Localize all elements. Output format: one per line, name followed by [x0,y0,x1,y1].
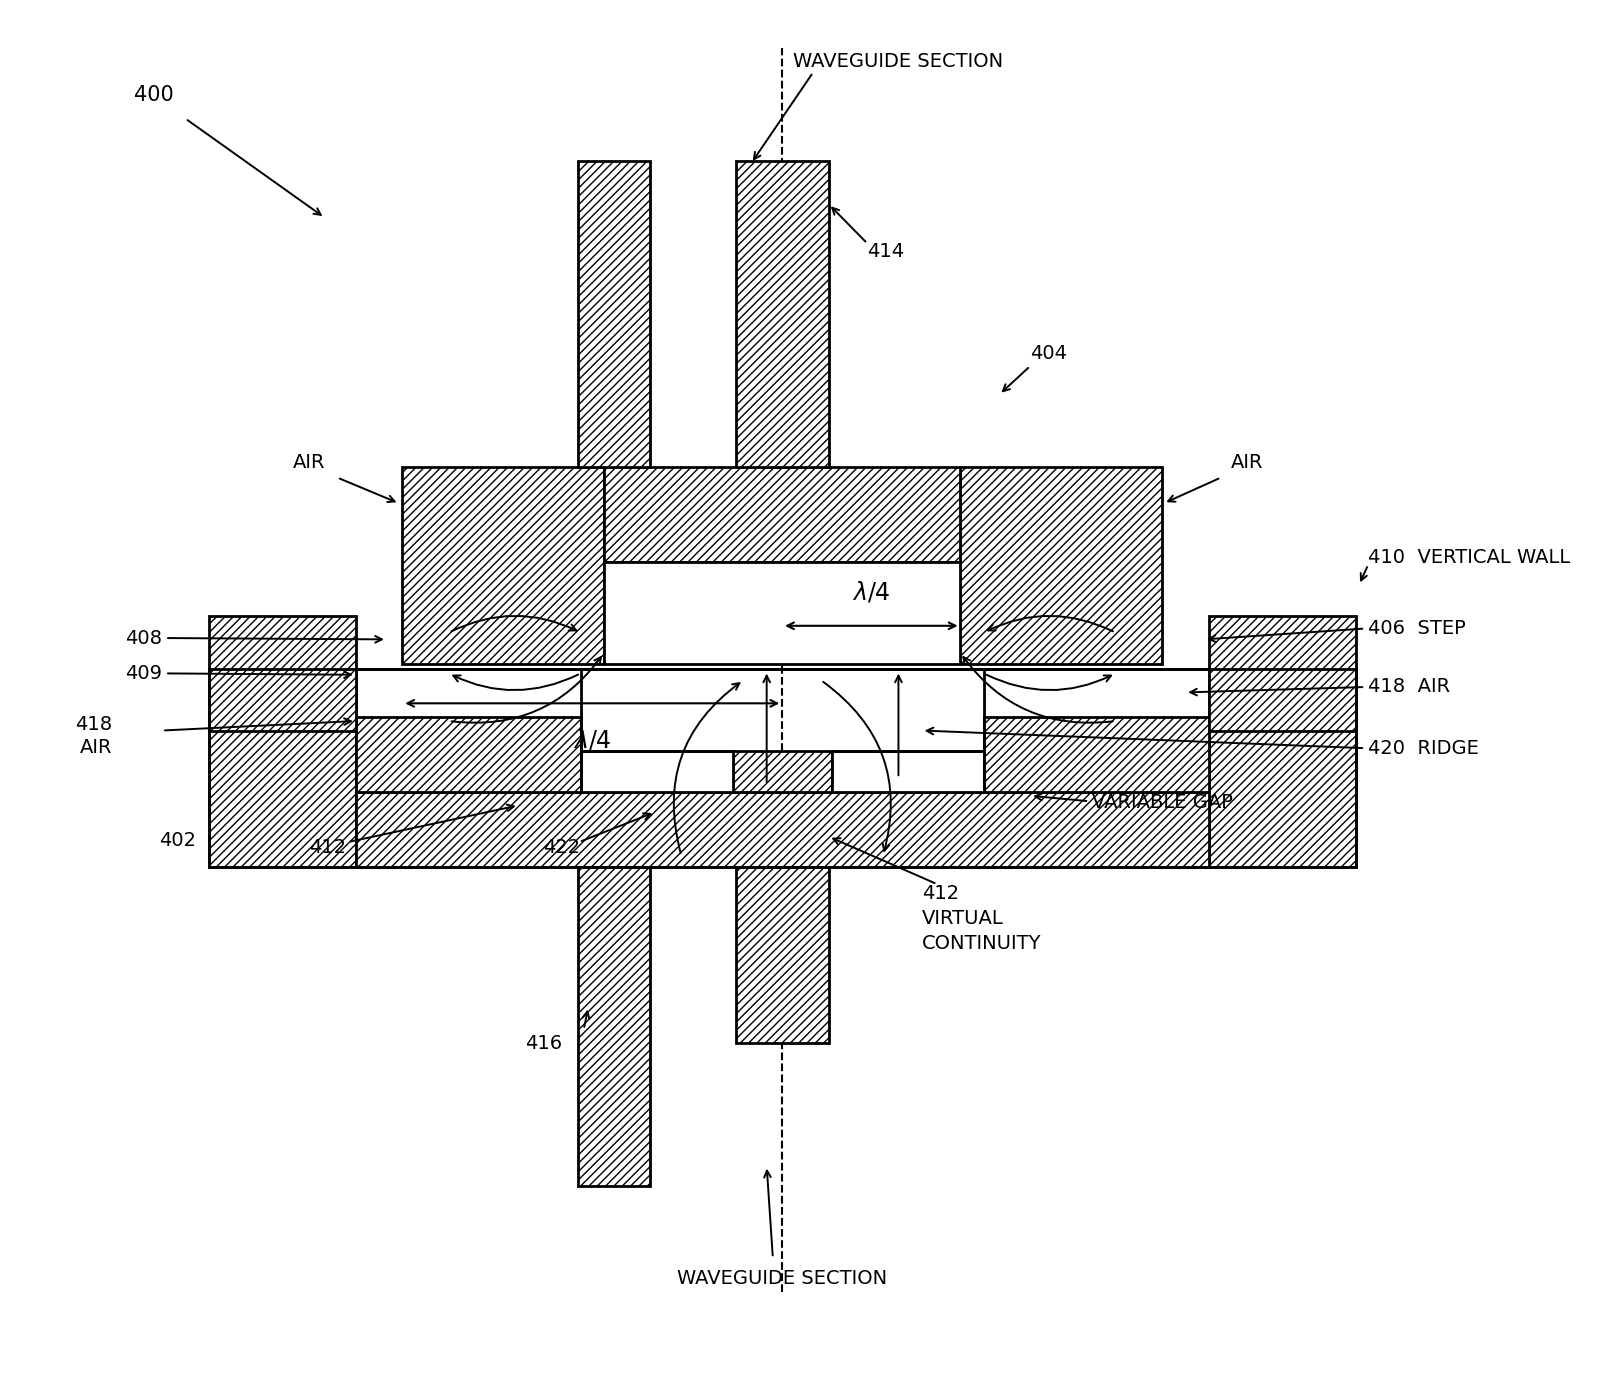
Bar [1209,616,1356,731]
Bar [736,867,828,1043]
Bar [355,791,1209,867]
Text: AIR: AIR [1231,453,1264,473]
Text: $\lambda/4$: $\lambda/4$ [852,578,891,605]
Text: 412: 412 [310,838,347,857]
Text: 414: 414 [867,242,904,261]
Bar [402,467,604,664]
Bar [736,161,828,467]
Text: 412
VIRTUAL
CONTINUITY: 412 VIRTUAL CONTINUITY [922,883,1041,952]
Text: VARIABLE GAP: VARIABLE GAP [1093,793,1233,812]
Bar [604,562,960,664]
Bar [208,669,355,867]
Bar [355,717,581,791]
Text: 404: 404 [1030,345,1067,363]
Bar [1209,669,1356,867]
Text: 418
AIR: 418 AIR [76,714,113,757]
Text: 409: 409 [124,664,161,683]
Text: $\lambda/4$: $\lambda/4$ [573,728,612,753]
Text: WAVEGUIDE SECTION: WAVEGUIDE SECTION [794,52,1004,71]
Bar [960,467,1162,664]
Bar [604,467,960,562]
Text: WAVEGUIDE SECTION: WAVEGUIDE SECTION [678,1270,888,1289]
Text: 422: 422 [544,838,581,857]
Text: AIR: AIR [294,453,326,473]
Text: 418  AIR: 418 AIR [1369,677,1451,697]
Bar [208,669,1356,867]
Text: 420  RIDGE: 420 RIDGE [1369,739,1478,757]
Bar [578,867,650,1186]
Bar [831,752,985,791]
Text: 408: 408 [124,628,161,647]
Bar [208,616,355,731]
Text: 402: 402 [160,831,197,851]
Text: 416: 416 [525,1033,562,1052]
Text: 406  STEP: 406 STEP [1369,620,1466,638]
Bar [581,752,733,791]
Text: 400: 400 [134,85,174,106]
Bar [733,752,831,791]
Text: 410  VERTICAL WALL: 410 VERTICAL WALL [1369,548,1570,567]
Bar [578,161,650,467]
Bar [985,717,1209,791]
